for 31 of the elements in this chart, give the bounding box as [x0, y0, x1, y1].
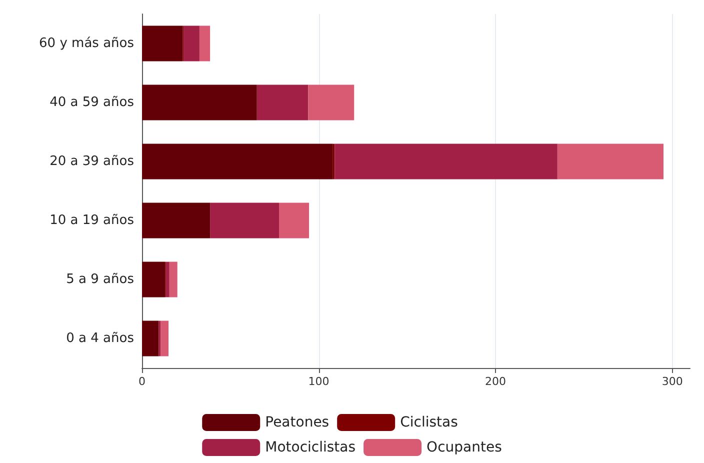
legend-label: Ciclistas	[400, 414, 458, 430]
y-tick-label: 10 a 19 años	[50, 213, 134, 228]
bar	[279, 202, 310, 238]
bar	[142, 26, 183, 62]
bar	[210, 202, 279, 238]
bar	[142, 144, 333, 180]
bar	[160, 320, 169, 356]
bar	[169, 262, 178, 298]
x-tick-label: 100	[308, 375, 330, 388]
bar	[199, 26, 210, 62]
x-tick-label: 0	[138, 375, 146, 388]
y-tick-label: 20 a 39 años	[50, 154, 134, 169]
x-tick-label: 300	[662, 375, 683, 388]
y-tick-label: 0 a 4 años	[66, 331, 134, 346]
bar	[142, 320, 159, 356]
bar	[142, 202, 210, 238]
bar	[334, 144, 558, 180]
y-tick-label: 60 y más años	[39, 36, 134, 51]
x-tick-label: 200	[485, 375, 506, 388]
y-tick-label: 5 a 9 años	[66, 272, 134, 287]
bar	[142, 84, 257, 120]
y-tick-label: 40 a 59 años	[50, 95, 134, 110]
legend-label: Peatones	[265, 414, 330, 430]
bar	[308, 84, 354, 120]
bar	[557, 144, 664, 180]
bar	[184, 26, 200, 62]
bar	[142, 262, 165, 298]
legend-label: Motociclistas	[265, 440, 356, 456]
bar	[166, 262, 170, 298]
bar	[256, 84, 308, 120]
legend-label: Ocupantes	[426, 440, 502, 456]
